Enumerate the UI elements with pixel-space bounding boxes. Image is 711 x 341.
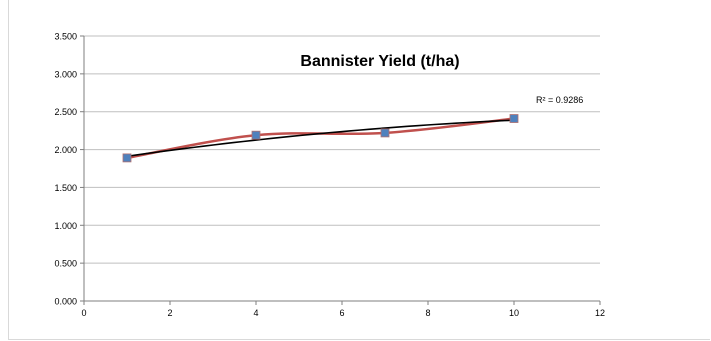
x-tick-label: 8 [425,308,430,318]
series-line [126,117,515,160]
y-tick-label: 2.000 [54,145,77,155]
y-tick-label: 0.000 [54,297,77,307]
x-tick-label: 2 [167,308,172,318]
y-tick-label: 3.500 [54,32,77,42]
axes [83,36,600,302]
x-tick-label: 12 [595,308,605,318]
y-tick-labels: 0.000 0.500 1.000 1.500 2.000 2.500 3.000 3.500 [54,32,84,307]
data-point [122,153,132,163]
series [126,117,515,160]
y-tick-label: 2.500 [54,107,77,117]
data-point [251,130,261,140]
chart-frame [8,0,710,340]
trendline-path [126,119,515,158]
x-tick-label: 6 [339,308,344,318]
data-point [509,114,519,123]
y-tick-label: 1.000 [54,221,77,231]
x-tick-label: 0 [81,308,86,318]
y-tick-label: 0.500 [54,259,77,269]
gridlines [84,35,600,264]
y-tick-label: 1.500 [54,183,77,193]
data-point [380,128,390,138]
x-tick-label: 10 [509,308,519,318]
chart-title: Bannister Yield (t/ha) [300,53,459,70]
trendline [126,119,515,158]
trendline-annotation: R² = 0.9286 [536,95,583,105]
x-tick-labels: 0 2 4 6 8 10 12 [81,301,605,318]
y-tick-label: 3.000 [54,69,77,79]
x-tick-label: 4 [253,308,258,318]
markers [122,114,519,163]
